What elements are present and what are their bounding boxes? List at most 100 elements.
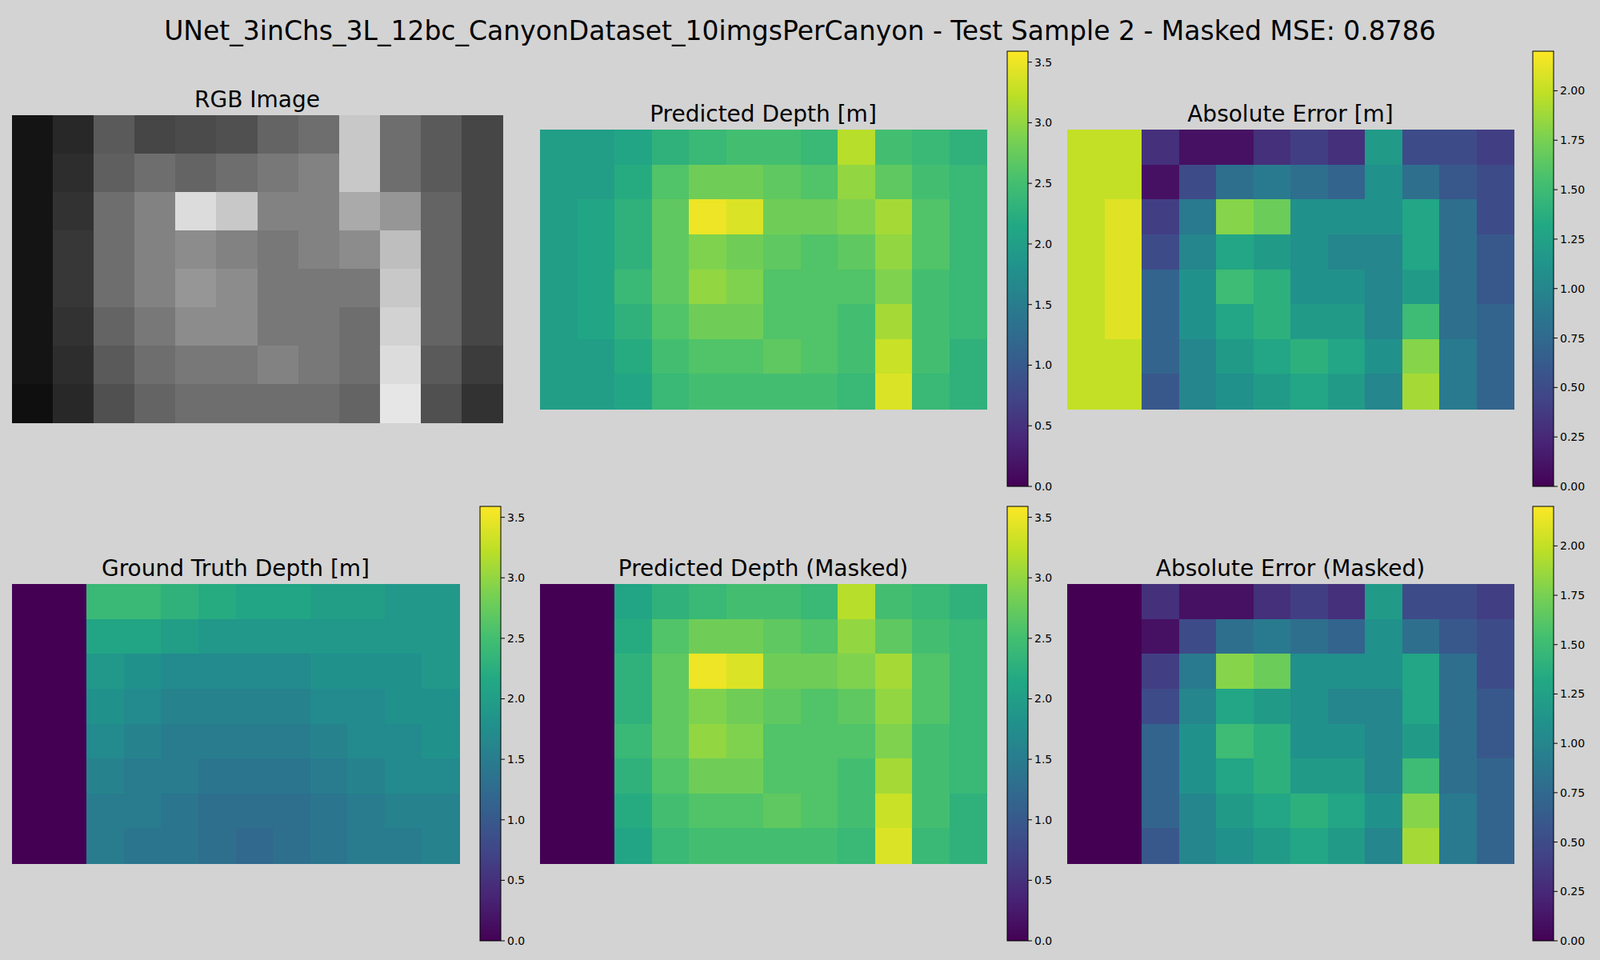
cell <box>614 653 652 689</box>
cell <box>652 688 690 724</box>
cell <box>912 619 950 655</box>
colorbar-tick-label: 0.0 <box>507 934 525 948</box>
cell <box>347 653 385 689</box>
cell <box>1104 758 1143 794</box>
cell <box>1402 234 1440 270</box>
cell <box>1290 269 1328 305</box>
colorbar-tick-label: 1.75 <box>1560 588 1585 602</box>
cell <box>1439 129 1477 165</box>
cell <box>347 758 385 794</box>
cell <box>837 373 876 409</box>
cell <box>949 269 988 305</box>
cell <box>1141 373 1180 409</box>
panel-title: RGB Image <box>194 86 320 113</box>
cell <box>949 688 988 724</box>
cell <box>1364 584 1403 620</box>
cell <box>614 304 652 340</box>
cell <box>1290 129 1328 165</box>
cell <box>763 234 801 270</box>
cell <box>298 345 340 385</box>
cell <box>1476 828 1515 864</box>
cell <box>134 192 176 232</box>
cell <box>726 619 764 655</box>
cell <box>540 269 578 305</box>
panel-image: RGB Image <box>12 86 504 424</box>
cell <box>86 758 124 794</box>
cell <box>912 758 950 794</box>
colorbar-tick <box>1553 644 1558 645</box>
cell <box>837 793 876 829</box>
colorbar-tick <box>1028 304 1032 305</box>
colorbar-tick-label: 3.0 <box>1034 571 1052 584</box>
cell <box>800 269 839 305</box>
cell <box>1141 619 1180 655</box>
cell <box>93 345 136 385</box>
cell <box>236 584 274 620</box>
colorbar-tick <box>1553 792 1558 793</box>
cell <box>1104 373 1143 409</box>
cell <box>577 269 616 305</box>
colorbar-tick <box>1553 940 1558 942</box>
cell <box>540 584 578 620</box>
cell <box>461 384 504 424</box>
cell <box>1216 653 1254 689</box>
cell <box>421 653 460 689</box>
cell <box>339 268 381 308</box>
cell <box>310 619 348 655</box>
cell <box>949 793 988 829</box>
cell <box>272 584 311 620</box>
cell <box>1328 619 1366 655</box>
cell <box>272 828 311 864</box>
cell <box>380 115 422 155</box>
cell <box>1364 373 1403 409</box>
colorbar-tick <box>1028 183 1032 184</box>
cell <box>1141 793 1180 829</box>
cell <box>380 230 422 270</box>
cell <box>1328 828 1366 864</box>
cell <box>1067 339 1105 375</box>
cell <box>688 584 727 620</box>
cell <box>1216 199 1254 235</box>
cell <box>257 307 300 347</box>
cell <box>949 828 988 864</box>
cell <box>1067 584 1105 620</box>
cell <box>912 373 950 409</box>
cell <box>652 129 690 165</box>
cell <box>540 199 578 235</box>
cell <box>1253 373 1292 409</box>
cell <box>12 724 50 760</box>
cell <box>216 230 258 270</box>
cell <box>540 758 578 794</box>
cell <box>688 653 727 689</box>
cell <box>1402 129 1440 165</box>
cell <box>577 688 616 724</box>
cell <box>1402 653 1440 689</box>
cell <box>420 345 463 385</box>
cell <box>1328 793 1366 829</box>
cell <box>1067 653 1105 689</box>
cell <box>912 584 950 620</box>
cell <box>86 793 124 829</box>
colorbar-tick-label: 1.0 <box>1034 813 1052 827</box>
cell <box>12 230 54 270</box>
cell <box>912 129 950 165</box>
cell <box>688 758 727 794</box>
cell <box>1364 724 1403 760</box>
cell <box>577 304 616 340</box>
colorbar-tick-label: 0.5 <box>1034 873 1052 887</box>
cell <box>1179 584 1217 620</box>
cell <box>1104 269 1143 305</box>
cell <box>1067 269 1105 305</box>
cell <box>800 339 839 375</box>
colorbar-tick-label: 3.5 <box>1034 511 1052 524</box>
cell <box>540 234 578 270</box>
cell <box>1402 793 1440 829</box>
colorbar-tick <box>500 637 505 639</box>
cell <box>614 688 652 724</box>
cell <box>86 724 124 760</box>
cell <box>1141 653 1180 689</box>
cell <box>875 653 913 689</box>
cell <box>1104 164 1143 200</box>
cell <box>577 619 616 655</box>
cell <box>726 199 764 235</box>
